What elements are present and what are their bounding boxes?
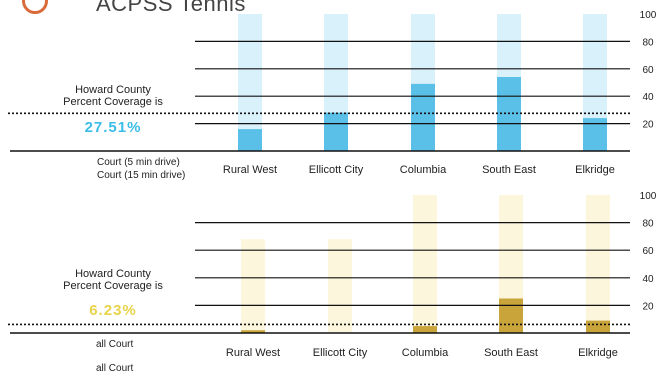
y-tick-c2-60: 60 — [642, 246, 654, 257]
y-tick-c1-80: 80 — [642, 37, 654, 48]
legend-item-5min: Court (5 min drive) — [97, 157, 180, 168]
legend-item-a: all Court — [96, 339, 134, 350]
coverage-value-1: 27.51% — [84, 119, 142, 136]
logo-icon — [22, 0, 48, 14]
legend-item-15min: Court (15 min drive) — [97, 170, 186, 181]
bar-5min-c1-0 — [238, 129, 262, 151]
category-label-c2-1: Ellicott City — [313, 347, 368, 359]
category-label-c2-0: Rural West — [226, 347, 280, 359]
legend-item-b: all Court — [96, 363, 134, 374]
category-label-c1-3: South East — [482, 164, 536, 176]
bar-5min-c1-1 — [324, 112, 348, 151]
category-label-c2-4: Elkridge — [578, 347, 618, 359]
category-label-c1-1: Ellicott City — [309, 164, 364, 176]
coverage-label-line-2: Percent Coverage is — [63, 280, 163, 292]
coverage-label-line-1: Howard County — [75, 268, 151, 280]
coverage-label-line-2: Percent Coverage is — [63, 96, 163, 108]
category-label-c2-2: Columbia — [402, 347, 449, 359]
bar-5min-c2-2 — [413, 326, 437, 333]
category-label-c1-4: Elkridge — [575, 164, 615, 176]
category-label-c2-3: South East — [484, 347, 538, 359]
page-title: ACPSS Tennis — [96, 0, 246, 16]
category-label-c1-0: Rural West — [223, 164, 277, 176]
y-tick-c1-100: 100 — [640, 10, 657, 21]
y-tick-c2-40: 40 — [642, 274, 654, 285]
bar-5min-c2-3 — [499, 298, 523, 333]
y-tick-c1-60: 60 — [642, 65, 654, 76]
coverage-label-1: Howard County Percent Coverage is — [28, 84, 198, 108]
bar-5min-c2-0 — [241, 330, 265, 333]
bar-15min-c1-0 — [238, 14, 262, 151]
bar-15min-c2-0 — [241, 239, 265, 333]
bar-15min-c2-2 — [413, 195, 437, 333]
bar-5min-c2-4 — [586, 320, 610, 333]
category-label-c1-2: Columbia — [400, 164, 447, 176]
coverage-value-2: 6.23% — [89, 302, 137, 319]
coverage-label-line-1: Howard County — [75, 84, 151, 96]
bar-15min-c2-4 — [586, 195, 610, 333]
y-tick-c2-80: 80 — [642, 219, 654, 230]
bar-15min-c2-1 — [328, 239, 352, 333]
y-tick-c1-40: 40 — [642, 92, 654, 103]
bar-5min-c1-2 — [411, 83, 435, 151]
y-tick-c2-100: 100 — [640, 191, 657, 202]
y-tick-c2-20: 20 — [642, 301, 654, 312]
coverage-label-2: Howard County Percent Coverage is — [28, 268, 198, 292]
y-tick-c1-20: 20 — [642, 120, 654, 131]
